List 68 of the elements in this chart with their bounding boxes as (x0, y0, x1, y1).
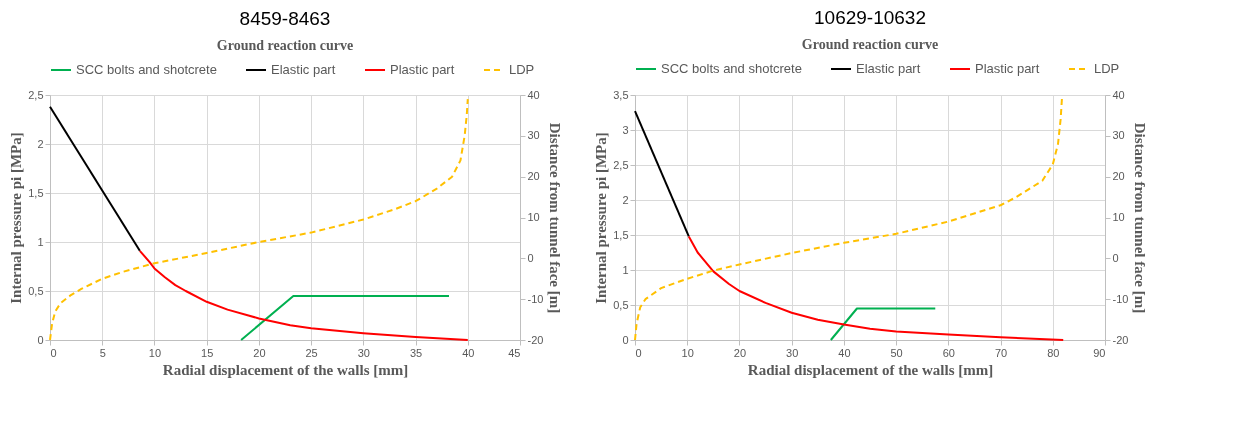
x-tick-label: 10 (148, 346, 162, 359)
legend-label: Plastic part (975, 61, 1040, 76)
y2-tick-label: -10 (527, 292, 544, 305)
x-tick-label: 40 (462, 346, 475, 359)
x-tick-label: 45 (508, 346, 521, 359)
y2-tick-label: 40 (1112, 88, 1125, 101)
y2-tick-label: 20 (527, 170, 540, 183)
legend-label: SCC bolts and shotcrete (76, 62, 217, 77)
x-tick-label: 0 (50, 346, 57, 359)
x-axis-title: Radial displacement of the walls [mm] (747, 361, 994, 378)
x-tick-label: 40 (838, 346, 851, 359)
y-tick-label: 3,5 (613, 88, 629, 101)
chart-subtitle: Ground reaction curve (216, 38, 354, 53)
y-tick-label: 1,5 (613, 228, 629, 241)
chart-subtitle: Ground reaction curve (801, 37, 939, 52)
legend-label: LDP (1094, 61, 1120, 76)
x-tick-label: 35 (409, 346, 423, 359)
y-tick-label: 2,5 (613, 158, 629, 171)
y2-tick-label: 0 (1112, 251, 1119, 264)
y2-tick-label: 20 (1112, 170, 1125, 183)
chart-title: 8459-8463 (239, 8, 331, 29)
y-tick-label: 1,5 (28, 186, 44, 199)
y-tick-label: 0 (622, 333, 629, 346)
y2-tick-label: 30 (527, 129, 540, 142)
x-tick-label: 0 (635, 346, 642, 359)
legend-label: SCC bolts and shotcrete (661, 61, 802, 76)
y-tick-label: 0 (37, 333, 44, 346)
y-tick-label: 1 (37, 235, 44, 248)
y-tick-label: 3 (622, 123, 629, 136)
y2-tick-label: 10 (527, 211, 540, 223)
x-axis-title: Radial displacement of the walls [mm] (162, 361, 409, 378)
y2-tick-label: 30 (1112, 129, 1125, 142)
x-tick-label: 60 (942, 346, 955, 359)
y-tick-label: 2 (622, 193, 629, 206)
chart-title: 10629-10632 (814, 7, 926, 28)
x-tick-label: 70 (994, 346, 1008, 359)
y2-axis-title: Distance from tunnel face [m] (1132, 122, 1149, 314)
x-tick-label: 5 (99, 346, 106, 359)
legend-label: Elastic part (271, 62, 336, 77)
y-tick-label: 0,5 (28, 284, 44, 297)
y2-axis-title: Distance from tunnel face [m] (547, 122, 564, 314)
y-tick-label: 2 (37, 137, 44, 150)
x-tick-label: 10 (681, 346, 694, 359)
y2-tick-label: -20 (527, 333, 544, 346)
x-tick-label: 25 (305, 346, 318, 359)
y-tick-label: 2,5 (28, 88, 44, 101)
y2-tick-label: 0 (527, 251, 534, 264)
y2-tick-label: 10 (1112, 211, 1125, 223)
x-tick-label: 30 (786, 346, 799, 359)
y-axis-title: Internal pressure pi [MPa] (593, 132, 610, 304)
legend-label: LDP (509, 62, 535, 77)
y-tick-label: 1 (622, 263, 629, 276)
x-tick-label: 80 (1047, 346, 1060, 359)
y-axis-title: Internal pressure pi [MPa] (8, 132, 25, 304)
legend-label: Plastic part (390, 62, 455, 77)
line-series (687, 235, 1065, 341)
x-tick-label: 50 (890, 346, 903, 359)
x-tick-label: 90 (1093, 346, 1106, 359)
x-tick-label: 15 (201, 346, 214, 359)
legend-label: Elastic part (856, 61, 921, 76)
y2-tick-label: -10 (1112, 292, 1129, 305)
x-tick-label: 30 (357, 346, 370, 359)
y2-tick-label: 40 (527, 88, 540, 101)
line-series (138, 249, 469, 341)
y2-tick-label: -20 (1112, 333, 1129, 346)
y-tick-label: 0,5 (613, 298, 629, 311)
x-tick-label: 20 (733, 346, 747, 359)
x-tick-label: 20 (253, 346, 266, 359)
